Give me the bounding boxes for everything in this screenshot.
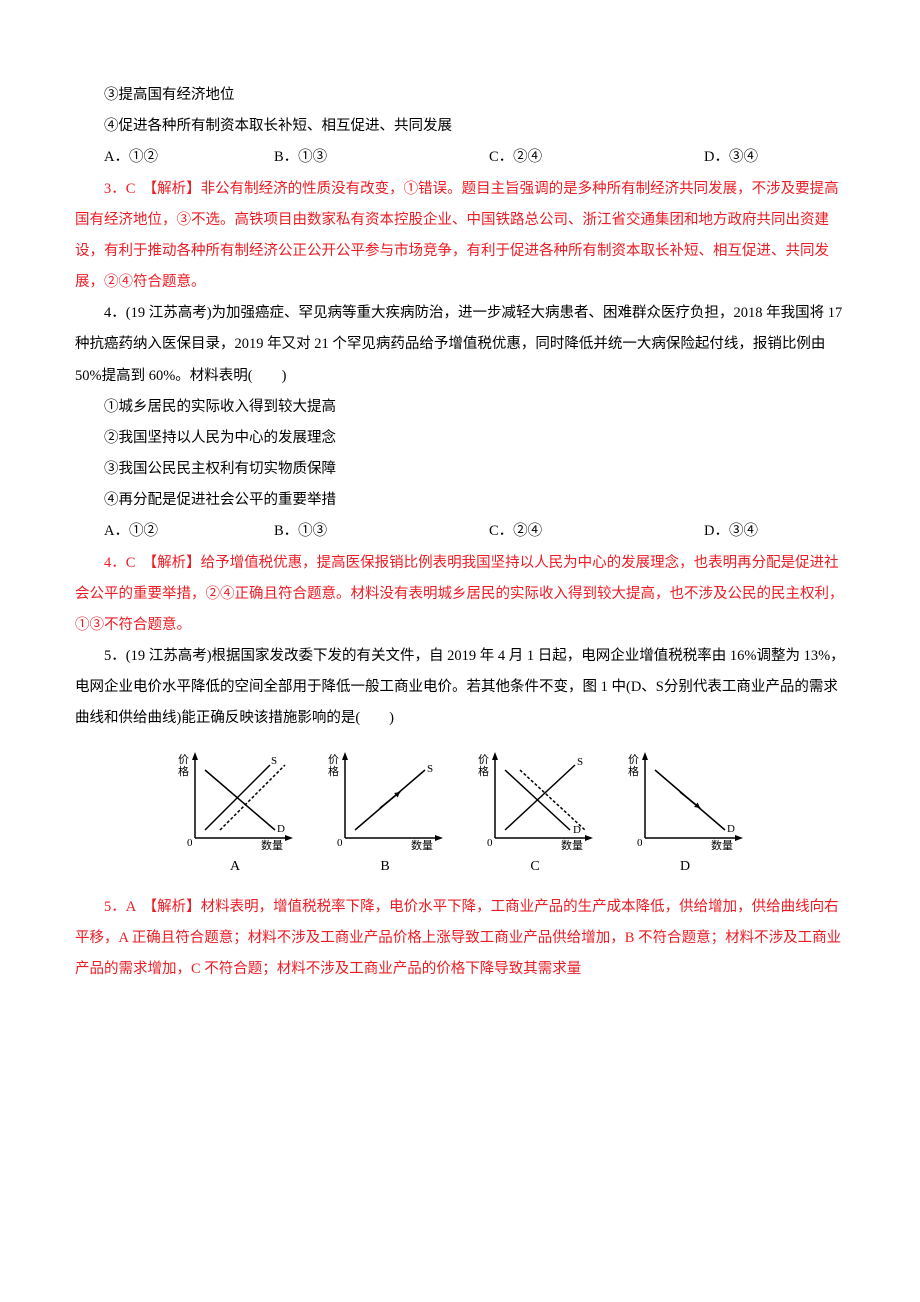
q4-option-a: A．①② xyxy=(75,516,245,547)
q4-statement-2: ②我国坚持以人民为中心的发展理念 xyxy=(75,423,845,454)
svg-text:数量: 数量 xyxy=(561,839,583,850)
q4-statement-3: ③我国公民民主权利有切实物质保障 xyxy=(75,454,845,485)
svg-text:0: 0 xyxy=(187,837,193,849)
chart-b-label: B xyxy=(325,852,445,882)
svg-text:0: 0 xyxy=(337,837,343,849)
svg-text:格: 格 xyxy=(178,764,189,778)
svg-text:S: S xyxy=(577,756,583,768)
chart-d: 0 价格数量 D D xyxy=(625,750,745,882)
q4-option-c: C．②④ xyxy=(460,516,675,547)
q4-option-b: B．①③ xyxy=(245,516,460,547)
svg-text:数量: 数量 xyxy=(411,839,433,850)
svg-text:格: 格 xyxy=(328,764,339,778)
svg-text:价: 价 xyxy=(178,753,189,766)
q4-options: A．①② B．①③ C．②④ D．③④ xyxy=(75,516,845,547)
svg-text:S: S xyxy=(427,763,433,775)
q3-option-b: B．①③ xyxy=(245,142,460,173)
statement-3: ③提高国有经济地位 xyxy=(75,80,845,111)
q3-options: A．①② B．①③ C．②④ D．③④ xyxy=(75,142,845,173)
chart-c-label: C xyxy=(475,852,595,882)
q4-answer: 4．C 【解析】给予增值税优惠，提高医保报销比例表明我国坚持以人民为中心的发展理… xyxy=(75,548,845,642)
chart-a-label: A xyxy=(175,852,295,882)
chart-c: 0 价格数量 S D C xyxy=(475,750,595,882)
q4-statement-4: ④再分配是促进社会公平的重要举措 xyxy=(75,485,845,516)
svg-text:价: 价 xyxy=(478,753,489,766)
svg-text:格: 格 xyxy=(478,764,489,778)
chart-b: 0 价格数量 S B xyxy=(325,750,445,882)
chart-row: 0价格数量SD A 0价格数量S B 0价格数量SD C 0价格数量D D xyxy=(75,750,845,882)
svg-text:D: D xyxy=(727,823,735,835)
chart-a-svg: 0 价格数量 S D xyxy=(175,750,295,850)
svg-text:格: 格 xyxy=(628,764,639,778)
chart-b-svg: 0 价格数量 S xyxy=(325,750,445,850)
statement-4: ④促进各种所有制资本取长补短、相互促进、共同发展 xyxy=(75,111,845,142)
svg-text:S: S xyxy=(271,755,277,767)
q3-option-a: A．①② xyxy=(75,142,245,173)
q3-option-c: C．②④ xyxy=(460,142,675,173)
chart-d-label: D xyxy=(625,852,745,882)
q4-stem: 4．(19 江苏高考)为加强癌症、罕见病等重大疾病防治，进一步减轻大病患者、困难… xyxy=(75,298,845,392)
q3-option-d: D．③④ xyxy=(675,142,825,173)
svg-text:价: 价 xyxy=(328,753,339,766)
svg-text:价: 价 xyxy=(628,753,639,766)
q3-answer: 3．C 【解析】非公有制经济的性质没有改变，①错误。题目主旨强调的是多种所有制经… xyxy=(75,174,845,299)
chart-c-svg: 0 价格数量 S D xyxy=(475,750,595,850)
svg-text:D: D xyxy=(573,824,581,836)
svg-text:0: 0 xyxy=(487,837,493,849)
svg-text:D: D xyxy=(277,823,285,835)
svg-text:数量: 数量 xyxy=(711,839,733,850)
chart-a: 0 价格数量 S D A xyxy=(175,750,295,882)
q4-statement-1: ①城乡居民的实际收入得到较大提高 xyxy=(75,392,845,423)
q4-option-d: D．③④ xyxy=(675,516,825,547)
chart-d-svg: 0 价格数量 D xyxy=(625,750,745,850)
svg-text:数量: 数量 xyxy=(261,839,283,850)
q5-stem: 5．(19 江苏高考)根据国家发改委下发的有关文件，自 2019 年 4 月 1… xyxy=(75,641,845,735)
q5-answer: 5．A 【解析】材料表明，增值税税率下降，电价水平下降，工商业产品的生产成本降低… xyxy=(75,892,845,986)
svg-text:0: 0 xyxy=(637,837,643,849)
